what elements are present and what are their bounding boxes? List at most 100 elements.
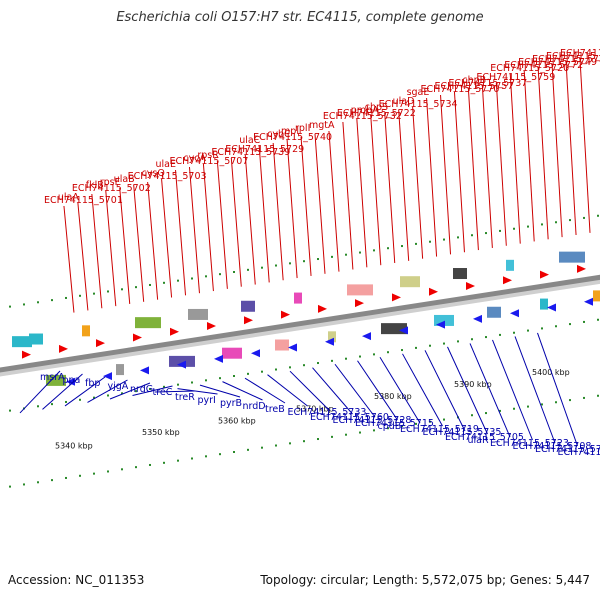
gene-connector-line	[328, 130, 340, 272]
ruler-tick	[513, 407, 515, 410]
ruler-tick	[9, 485, 11, 488]
reverse-gene-arrow	[325, 337, 334, 346]
ruler-tick	[261, 446, 263, 449]
gene-connector-line	[356, 118, 368, 268]
reverse-gene-arrow	[510, 309, 519, 318]
gene-label: ECH74115_5744	[560, 48, 600, 59]
feature-box	[559, 251, 585, 263]
feature-box	[29, 333, 43, 345]
ruler-tick	[499, 409, 501, 412]
gene-label: cysQ	[142, 168, 165, 179]
ruler-tick	[289, 366, 291, 369]
top-gene-labels: ECH74115_5744ECH74115_5721ECH74115_5738E…	[44, 48, 600, 313]
ruler-tick	[51, 403, 53, 406]
gene-label: ulaR	[468, 435, 489, 446]
gene-label: ulaD	[393, 96, 415, 107]
ruler-label: 5370 kbp	[296, 404, 334, 413]
accession-label: Accession: NC_011353	[8, 573, 145, 587]
gene-label: ECH74115_5737	[448, 78, 527, 89]
gene-label: ECH74115_5728	[333, 415, 412, 426]
genome-title: Escherichia coli O157:H7 str. EC4115, co…	[116, 10, 484, 25]
forward-gene-arrow	[281, 310, 290, 319]
ruler-tick	[569, 399, 571, 402]
gene-label: ECH74115_5720	[490, 63, 569, 74]
ruler-tick	[457, 236, 459, 239]
reverse-gene-arrow	[288, 343, 297, 352]
ruler-tick	[205, 455, 207, 458]
gene-connector-line	[492, 339, 533, 441]
ruler-tick	[107, 470, 109, 473]
gene-connector-line	[402, 353, 443, 427]
ruler-tick	[373, 249, 375, 252]
ruler-tick	[289, 442, 291, 445]
gene-label: ECH74115_5757	[434, 81, 513, 92]
feature-box	[487, 306, 501, 318]
gene-connector-line	[19, 370, 61, 414]
gene-connector-line	[199, 384, 241, 398]
reverse-gene-arrow	[584, 297, 593, 306]
gene-label: cpdB	[378, 421, 402, 432]
ruler-tick	[485, 412, 487, 415]
ruler-tick	[401, 349, 403, 352]
ruler-tick	[65, 476, 67, 479]
ruler-label: 5380 kbp	[374, 392, 412, 401]
gene-label: ECH74115_5721	[546, 51, 600, 62]
ruler-tick	[93, 396, 95, 399]
ruler-tick	[149, 283, 151, 286]
forward-gene-arrow	[429, 287, 438, 296]
gene-connector-line	[440, 94, 452, 255]
ruler-tick	[527, 405, 529, 408]
ruler-tick	[555, 325, 557, 328]
ruler-tick	[443, 238, 445, 241]
upper-ruler-track	[9, 214, 599, 308]
ruler-tick	[177, 383, 179, 386]
gene-connector-line	[537, 332, 578, 447]
gene-label: treC	[153, 387, 173, 398]
forward-gene-arrow	[355, 299, 364, 308]
ruler-tick	[247, 448, 249, 451]
ruler-tick	[65, 296, 67, 299]
gene-connector-line	[244, 154, 256, 285]
feature-box	[400, 276, 420, 288]
ruler-tick	[191, 457, 193, 460]
ruler-tick	[583, 216, 585, 219]
gene-connector-line	[119, 187, 131, 304]
ruler-label: 5340 kbp	[55, 442, 93, 451]
reverse-gene-arrow	[214, 354, 223, 363]
forward-gene-arrow	[318, 304, 327, 313]
ruler-tick	[415, 422, 417, 425]
ruler-tick	[499, 333, 501, 336]
ruler-tick	[555, 401, 557, 404]
gene-label: ECH74115_5739	[211, 147, 290, 158]
gene-label: ppa	[63, 375, 81, 386]
ruler-tick	[233, 375, 235, 378]
ruler-tick	[429, 240, 431, 243]
forward-gene-arrow	[466, 282, 475, 291]
ruler-tick	[135, 390, 137, 393]
reverse-gene-arrow	[436, 320, 445, 329]
gene-label: fbp	[85, 378, 100, 389]
gene-label: ulaE	[156, 159, 176, 170]
ruler-tick	[51, 479, 53, 482]
ruler-tick	[331, 359, 333, 362]
ruler-tick	[289, 262, 291, 265]
feature-box	[241, 300, 255, 312]
gene-connector-line	[398, 109, 410, 261]
gene-label: ECH74115_5732	[323, 111, 402, 122]
ruler-tick	[471, 338, 473, 341]
ruler-tick	[107, 290, 109, 293]
gene-label: nrdG	[130, 384, 153, 395]
forward-strand-arrows	[22, 264, 586, 359]
gene-connector-line	[109, 382, 151, 400]
ruler-tick	[317, 258, 319, 261]
topology-label: Topology: circular; Length: 5,572,075 bp…	[260, 573, 590, 587]
feature-box	[434, 314, 454, 326]
ruler-tick	[149, 387, 151, 390]
gene-connector-line	[230, 157, 242, 287]
ruler-tick	[233, 451, 235, 454]
forward-gene-arrow	[540, 270, 549, 279]
gene-label: msrA	[40, 372, 65, 383]
ruler-tick	[415, 346, 417, 349]
gene-label: pmbA	[351, 105, 379, 116]
ruler-tick	[37, 481, 39, 484]
